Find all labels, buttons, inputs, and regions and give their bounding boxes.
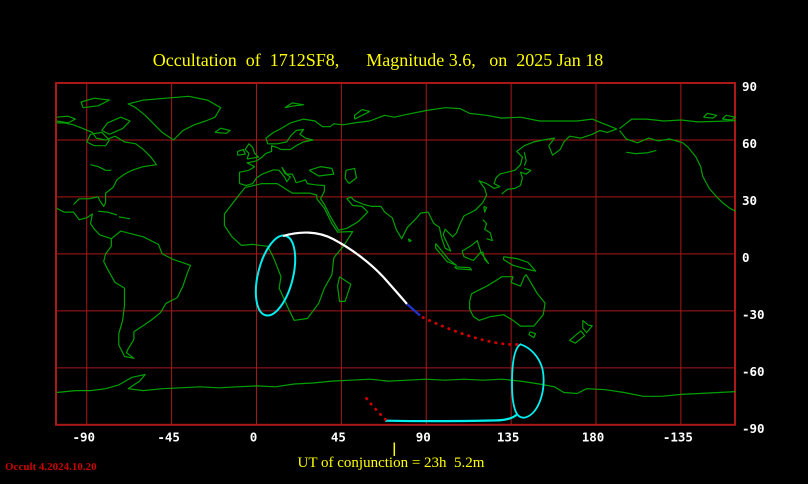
coastline [619, 130, 736, 212]
coastline [244, 143, 259, 160]
path-day-south [365, 397, 387, 421]
limit-loop-southeast [511, 343, 545, 419]
coastline [721, 114, 737, 121]
coastline [56, 115, 77, 124]
lon-tick-label: -90 [72, 429, 95, 444]
path-day-east [421, 316, 522, 346]
conjunction-time-label: UT of conjunction = 23h 5.2m [297, 455, 485, 471]
lon-tick-label: 180 [582, 429, 605, 444]
version-label: Occult 4.2024.10.20 [5, 461, 97, 473]
coastline [626, 149, 657, 155]
coastline [90, 164, 112, 171]
coastline [237, 148, 246, 156]
limit-bottom-run [384, 413, 519, 423]
coastline [582, 319, 593, 334]
coastline [80, 97, 111, 109]
coastline [56, 373, 736, 397]
coastline [284, 102, 305, 109]
lon-tick-label: 135 [497, 429, 520, 444]
coastline [223, 183, 354, 321]
coastline [238, 107, 618, 252]
coastline [56, 122, 158, 207]
map-frame [55, 82, 736, 426]
lat-tick-label: 30 [742, 193, 757, 208]
lon-tick-label: 45 [331, 429, 346, 444]
coastline [56, 207, 112, 240]
coastline [98, 210, 118, 216]
coastline [503, 256, 537, 272]
coastline [528, 331, 537, 339]
coastline [482, 219, 493, 242]
coastline [127, 95, 222, 141]
coastline [461, 240, 482, 262]
coastline [469, 274, 546, 327]
coastline [480, 251, 490, 264]
coastline [483, 205, 488, 213]
coastline [501, 167, 532, 195]
coastline [103, 230, 192, 359]
path-twilight [406, 303, 421, 317]
coastline [523, 152, 527, 166]
coastline [118, 216, 131, 220]
coastline [619, 118, 736, 130]
coastline [308, 166, 335, 177]
coastline [568, 330, 586, 344]
lat-tick-label: -90 [742, 421, 765, 436]
lat-tick-label: 90 [742, 79, 757, 94]
path-night [282, 231, 408, 305]
coastline [214, 127, 231, 134]
coastline [407, 238, 412, 243]
coastline [101, 116, 131, 135]
lat-tick-label: -60 [742, 364, 765, 379]
coastline [703, 112, 718, 119]
lon-tick-label: -45 [157, 429, 180, 444]
coastline [435, 243, 457, 266]
lat-tick-label: 60 [742, 136, 757, 151]
coastline [86, 131, 111, 147]
coastline [344, 167, 358, 185]
page-title: Occultation of 1712SF8, Magnitude 3.6, o… [152, 50, 604, 70]
lon-tick-label: 90 [416, 429, 431, 444]
coastline [354, 108, 371, 120]
coastline [454, 266, 473, 271]
lon-tick-label: -135 [663, 429, 693, 444]
coastline [337, 276, 352, 302]
lat-tick-label: -30 [742, 307, 765, 322]
lon-tick-label: 0 [250, 429, 258, 444]
lat-tick-label: 0 [742, 250, 750, 265]
